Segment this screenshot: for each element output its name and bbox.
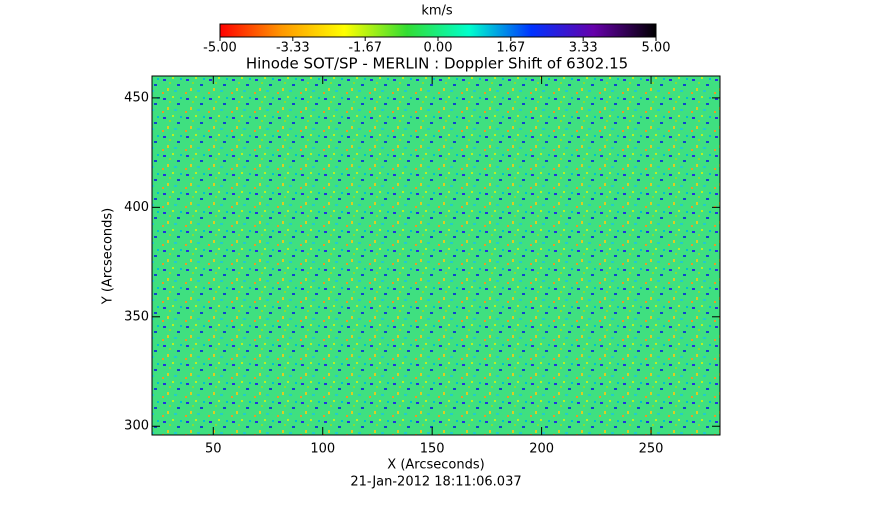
y-tick-label: 450 <box>124 90 149 105</box>
x-tick-label: 100 <box>310 442 335 457</box>
chart-title: Hinode SOT/SP - MERLIN : Doppler Shift o… <box>246 55 628 73</box>
y-axis-label: Y (Arcseconds) <box>101 208 116 305</box>
colorbar-tick-label: 0.00 <box>424 41 453 56</box>
y-tick-label: 350 <box>124 309 149 324</box>
y-tick-label: 400 <box>124 200 149 215</box>
colorbar-tick-label: 5.00 <box>642 41 671 56</box>
colorbar <box>219 23 657 38</box>
colorbar-tick-label: -5.00 <box>203 41 237 56</box>
footer: 21-Jan-2012 18:11:06.037 <box>350 475 521 490</box>
x-tick-label: 50 <box>205 442 222 457</box>
x-tick-label: 200 <box>529 442 554 457</box>
colorbar-label: km/s <box>421 4 453 19</box>
heatmap-image <box>152 76 720 435</box>
colorbar-tick-label: -1.67 <box>348 41 382 56</box>
x-tick-label: 250 <box>639 442 664 457</box>
colorbar-tick-label: 1.67 <box>496 41 525 56</box>
y-tick-label: 300 <box>124 419 149 434</box>
axes: 50 100 150 200 250 300 350 400 450 -5.00 -3.33 -1.6… <box>124 37 720 457</box>
x-axis-label: X (Arcseconds) <box>387 458 484 473</box>
x-tick-label: 150 <box>420 442 445 457</box>
plot-frame <box>151 75 721 436</box>
colorbar-tick-label: -3.33 <box>276 41 310 56</box>
colorbar-tick-label: 3.33 <box>569 41 598 56</box>
